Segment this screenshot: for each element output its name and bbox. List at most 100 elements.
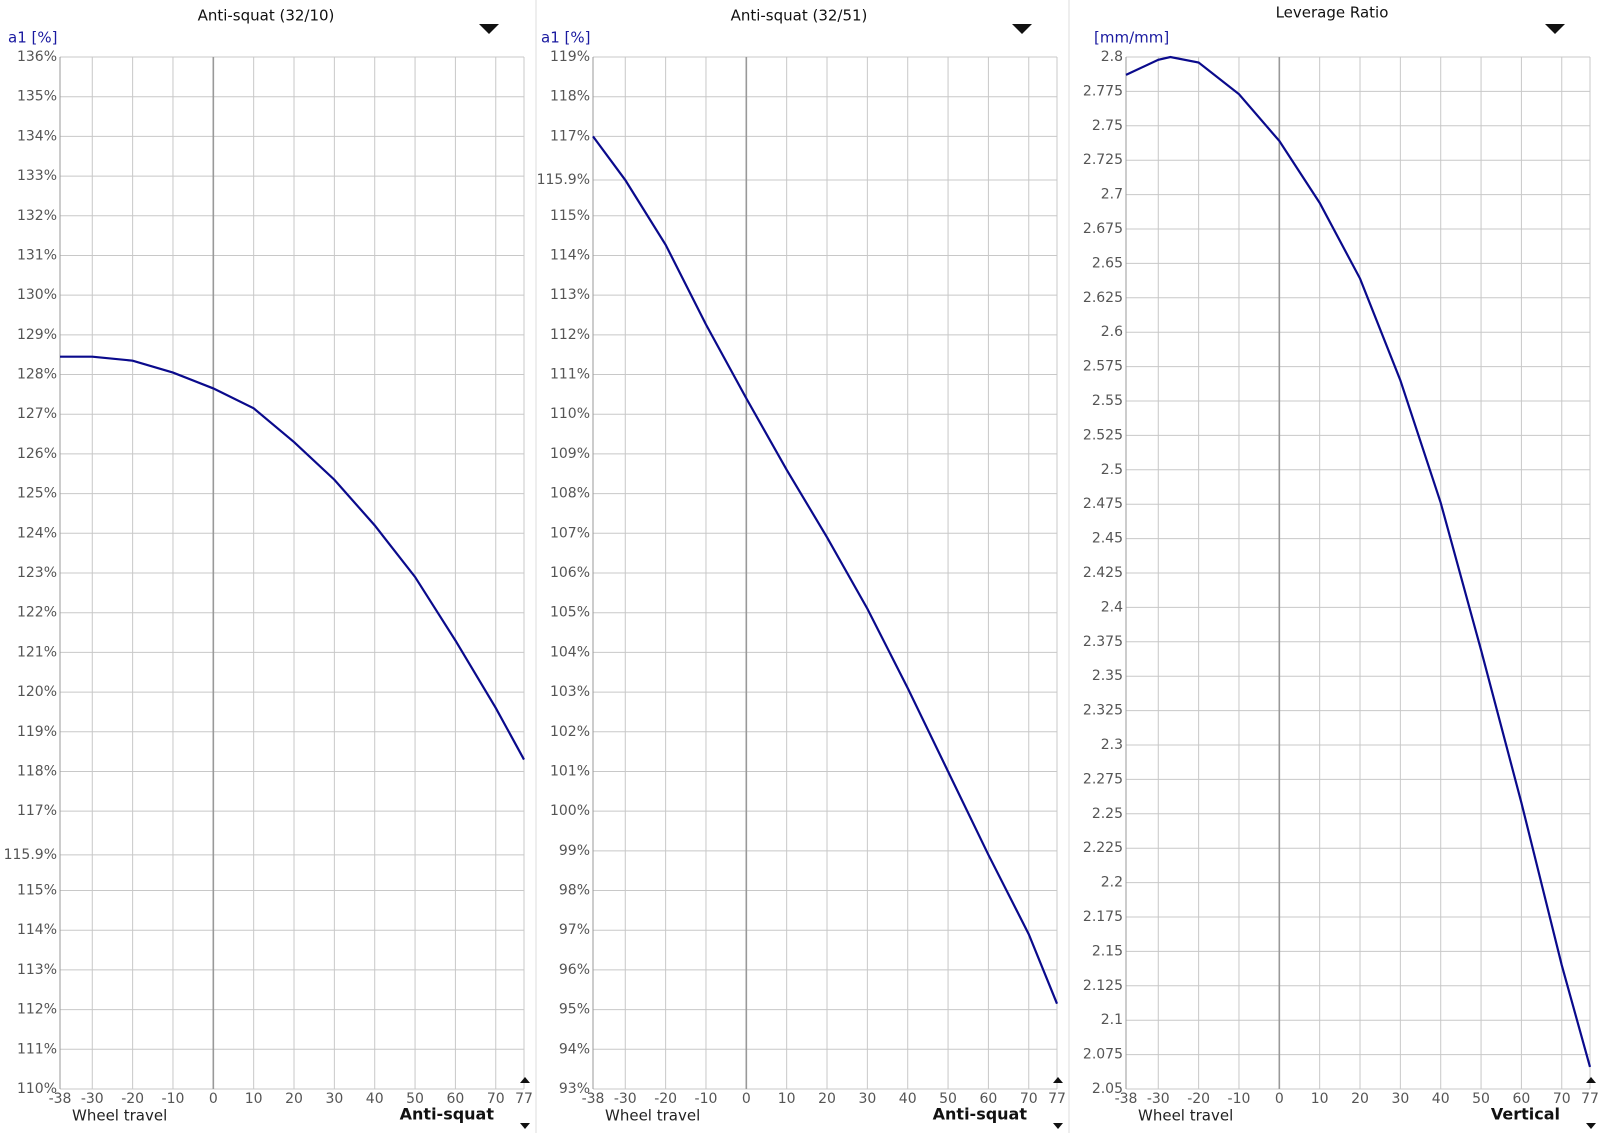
scroll-arrow-up[interactable] — [1586, 1077, 1596, 1083]
y-tick-label: 124% — [17, 525, 57, 541]
y-tick-label: 2.7 — [1101, 187, 1123, 203]
x-tick-label: 10 — [778, 1091, 796, 1107]
y-tick-label: 2.15 — [1092, 943, 1123, 959]
x-tick-label: -20 — [1187, 1091, 1210, 1107]
y-tick-label: 115.9% — [4, 847, 57, 863]
x-tick-label: -10 — [695, 1091, 718, 1107]
y-tick-label: 93% — [559, 1081, 590, 1097]
x-tick-label: -30 — [81, 1091, 104, 1107]
x-tick-label: 40 — [1432, 1091, 1450, 1107]
y-tick-label: 2.55 — [1092, 393, 1123, 409]
y-tick-label: 111% — [550, 367, 590, 383]
x-tick-label: 10 — [245, 1091, 263, 1107]
y-tick-label: 112% — [17, 1002, 57, 1018]
y-tick-label: 134% — [17, 128, 57, 144]
y-tick-label: 120% — [17, 684, 57, 700]
y-tick-label: 2.4 — [1101, 599, 1123, 615]
x-tick-label: -30 — [614, 1091, 637, 1107]
x-tick-label: 77 — [1048, 1091, 1066, 1107]
x-axis-label: Wheel travel — [605, 1107, 700, 1125]
scroll-arrow-down[interactable] — [520, 1123, 530, 1129]
y-tick-label: 94% — [559, 1041, 590, 1057]
scroll-arrow-up[interactable] — [1053, 1077, 1063, 1083]
y-tick-label: 2.65 — [1092, 255, 1123, 271]
y-tick-label: 122% — [17, 605, 57, 621]
x-tick-label: 50 — [406, 1091, 424, 1107]
y-tick-label: 2.45 — [1092, 531, 1123, 547]
y-tick-label: 2.075 — [1083, 1047, 1123, 1063]
data-line — [60, 355, 525, 761]
chart-title: Anti-squat (32/10) — [198, 7, 335, 25]
y-tick-label: 121% — [17, 644, 57, 660]
x-tick-label: 60 — [1512, 1091, 1530, 1107]
y-tick-label: 97% — [559, 922, 590, 938]
legend-entry[interactable]: Vertical — [1491, 1105, 1560, 1124]
y-tick-label: 104% — [550, 644, 590, 660]
y-tick-label: 2.5 — [1101, 462, 1123, 478]
dropdown-arrow[interactable] — [479, 24, 499, 34]
x-axis-label: Wheel travel — [1138, 1107, 1233, 1125]
y-tick-label: 130% — [17, 287, 57, 303]
scroll-arrow-down[interactable] — [1586, 1123, 1596, 1129]
x-tick-label: 30 — [858, 1091, 876, 1107]
y-tick-label: 96% — [559, 962, 590, 978]
y-tick-label: 2.425 — [1083, 565, 1123, 581]
y-tick-label: 2.2 — [1101, 875, 1123, 891]
dropdown-arrow[interactable] — [1545, 24, 1565, 34]
y-tick-label: 95% — [559, 1002, 590, 1018]
y-tick-label: 2.275 — [1083, 771, 1123, 787]
x-tick-label: 20 — [818, 1091, 836, 1107]
y-tick-label: 123% — [17, 565, 57, 581]
y-tick-label: 2.575 — [1083, 359, 1123, 375]
x-tick-label: 0 — [209, 1091, 218, 1107]
y-tick-label: 132% — [17, 208, 57, 224]
y-tick-label: 112% — [550, 327, 590, 343]
x-tick-label: 50 — [939, 1091, 957, 1107]
y-tick-label: 2.1 — [1101, 1012, 1123, 1028]
y-tick-label: 117% — [17, 803, 57, 819]
x-tick-label: 20 — [1351, 1091, 1369, 1107]
legend-entry[interactable]: Anti-squat — [400, 1105, 495, 1124]
dropdown-arrow[interactable] — [1012, 24, 1032, 34]
y-tick-label: 131% — [17, 247, 57, 263]
y-tick-label: 2.625 — [1083, 290, 1123, 306]
y-tick-label: 2.05 — [1092, 1081, 1123, 1097]
y-tick-label: 105% — [550, 605, 590, 621]
y-tick-label: 98% — [559, 883, 590, 899]
x-tick-label: 40 — [899, 1091, 917, 1107]
y-axis-label: a1 [%] — [8, 29, 57, 47]
y-tick-label: 117% — [550, 128, 590, 144]
y-tick-label: 102% — [550, 724, 590, 740]
x-tick-label: 10 — [1311, 1091, 1329, 1107]
y-tick-label: 106% — [550, 565, 590, 581]
y-tick-label: 2.225 — [1083, 840, 1123, 856]
y-tick-label: 119% — [550, 49, 590, 65]
x-tick-label: 70 — [1020, 1091, 1038, 1107]
legend-entry[interactable]: Anti-squat — [933, 1105, 1028, 1124]
y-axis-label: a1 [%] — [541, 29, 590, 47]
y-tick-label: 2.475 — [1083, 496, 1123, 512]
x-tick-label: -38 — [49, 1091, 72, 1107]
y-tick-label: 2.75 — [1092, 118, 1123, 134]
y-tick-label: 110% — [550, 406, 590, 422]
y-tick-label: 126% — [17, 446, 57, 462]
x-tick-label: 30 — [325, 1091, 343, 1107]
x-tick-label: -30 — [1147, 1091, 1170, 1107]
x-tick-label: 60 — [446, 1091, 464, 1107]
x-tick-label: -20 — [654, 1091, 677, 1107]
y-tick-label: 114% — [550, 247, 590, 263]
y-tick-label: 2.675 — [1083, 221, 1123, 237]
x-tick-label: -38 — [582, 1091, 605, 1107]
x-tick-label: 60 — [979, 1091, 997, 1107]
y-tick-label: 2.775 — [1083, 83, 1123, 99]
scroll-arrow-up[interactable] — [520, 1077, 530, 1083]
y-tick-label: 115% — [550, 208, 590, 224]
y-tick-label: 133% — [17, 168, 57, 184]
y-tick-label: 2.3 — [1101, 737, 1123, 753]
y-tick-label: 108% — [550, 486, 590, 502]
scroll-arrow-down[interactable] — [1053, 1123, 1063, 1129]
y-tick-label: 129% — [17, 327, 57, 343]
chart-title: Anti-squat (32/51) — [731, 7, 868, 25]
x-tick-label: 20 — [285, 1091, 303, 1107]
